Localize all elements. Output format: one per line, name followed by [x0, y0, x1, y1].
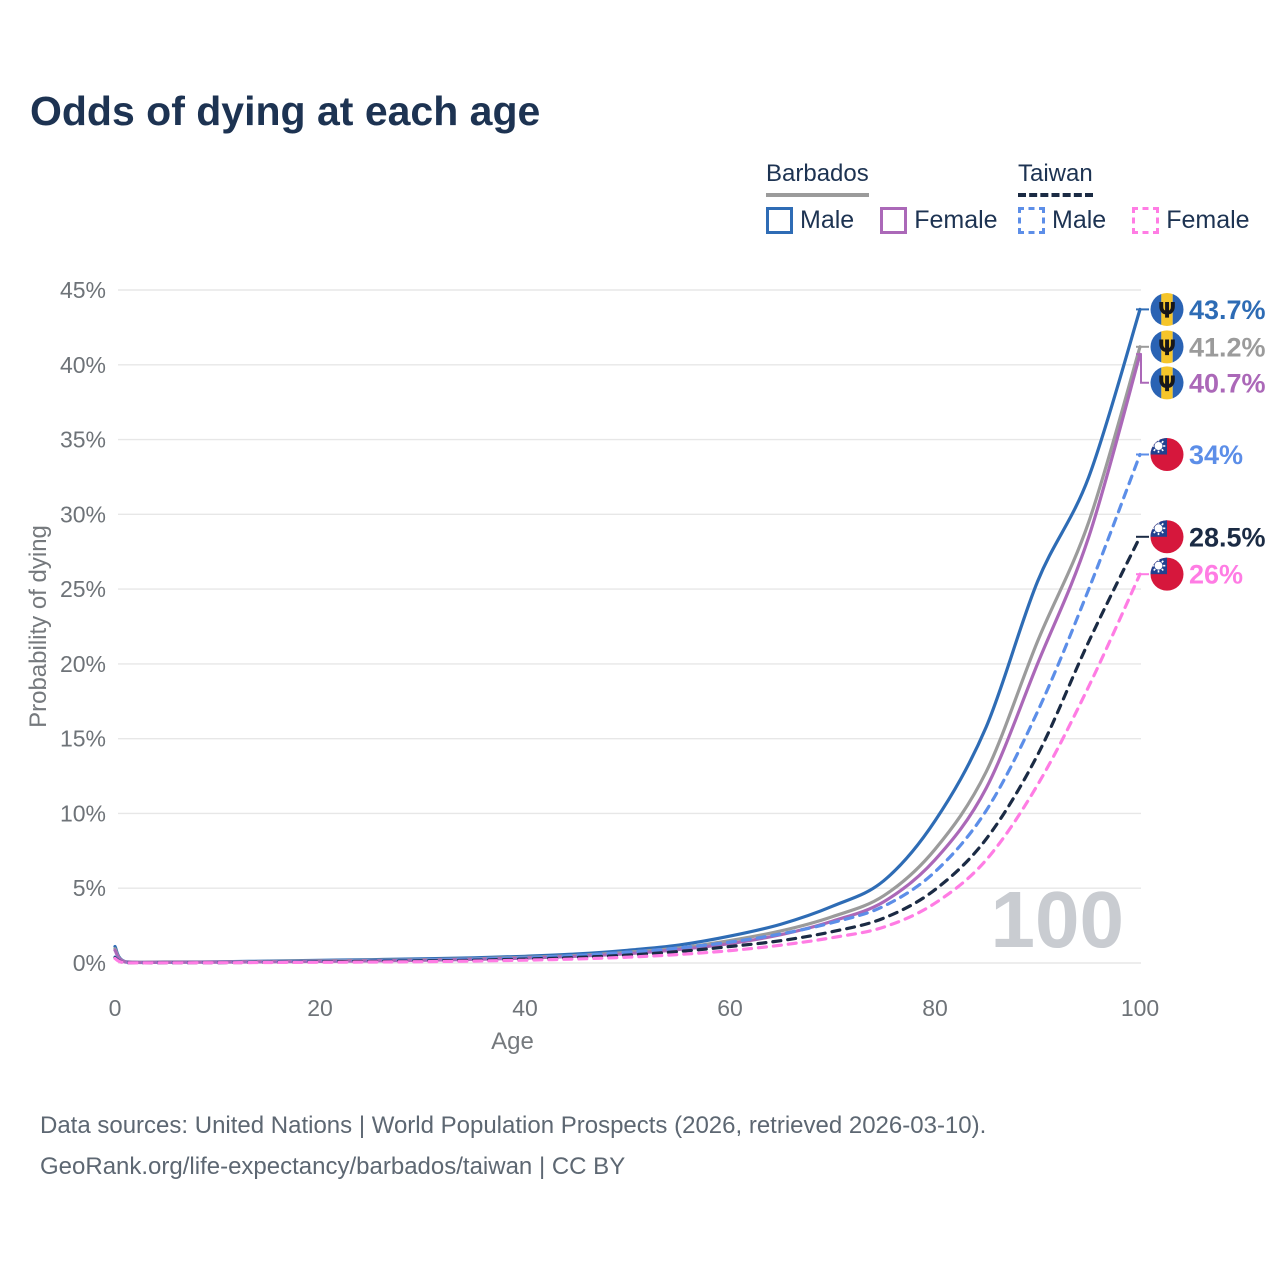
sun-ray	[1153, 448, 1156, 452]
x-tick-label-60: 60	[717, 995, 743, 1021]
sun-ray	[1153, 568, 1156, 572]
y-tick-label-35: 35%	[60, 427, 106, 453]
footer-line-1: Data sources: United Nations | World Pop…	[40, 1112, 987, 1139]
sun-disc	[1154, 442, 1163, 451]
y-tick-label-30: 30%	[60, 501, 106, 527]
sun-ray	[1161, 530, 1164, 534]
barbados-female-swatch-icon	[880, 207, 908, 234]
legend-row-barbados: Male Female	[766, 206, 998, 235]
end-value-label-taiwan-male: 34%	[1189, 440, 1243, 470]
y-axis-title: Probability of dying	[25, 525, 52, 728]
end-value-label-taiwan-female: 26%	[1189, 560, 1243, 590]
y-tick-label-25: 25%	[60, 576, 106, 602]
flag-band-mid	[1161, 330, 1173, 364]
x-tick-label-20: 20	[307, 995, 333, 1021]
y-tick-label-40: 40%	[60, 352, 106, 378]
legend-group-barbados: Barbados Male Female	[766, 160, 998, 235]
y-tick-label-0: 0%	[73, 950, 106, 976]
label-connector-barbados-female	[1136, 353, 1149, 384]
sun-ray	[1161, 522, 1164, 526]
taiwan-flag-icon	[1150, 557, 1184, 591]
sun-ray	[1153, 530, 1156, 534]
legend-row-taiwan: Male Female	[1018, 206, 1250, 235]
end-value-label-taiwan-both-sexes: 28.5%	[1189, 522, 1266, 552]
x-tick-label-0: 0	[109, 995, 122, 1021]
legend-item-barbados-female[interactable]: Female	[880, 206, 998, 235]
sun-ray	[1161, 440, 1164, 444]
legend-label: Female	[914, 206, 998, 234]
page-title: Odds of dying at each age	[30, 88, 541, 134]
y-tick-label-45: 45%	[60, 277, 106, 303]
flag-band-left	[1150, 292, 1162, 326]
age-counter-watermark: 100	[991, 875, 1124, 964]
flag-band-mid	[1161, 366, 1173, 400]
taiwan-male-swatch-icon	[1018, 207, 1045, 234]
y-tick-label-15: 15%	[60, 726, 106, 752]
flag-band-right	[1172, 292, 1184, 326]
taiwan-flag-icon	[1150, 520, 1184, 554]
end-value-label-barbados-both-sexes: 41.2%	[1189, 332, 1266, 362]
trident-glyph: Ψ	[1158, 372, 1176, 396]
legend-label: Male	[800, 206, 855, 234]
barbados-flag-icon: Ψ	[1150, 366, 1184, 400]
sun-ray	[1161, 448, 1164, 452]
sun-ray	[1153, 522, 1156, 526]
legend-item-taiwan-female[interactable]: Female	[1132, 206, 1250, 235]
flag-band-right	[1172, 330, 1184, 364]
series-line-barbados-male	[113, 307, 1142, 964]
barbados-flag-icon: Ψ	[1150, 330, 1184, 364]
sun-ray	[1161, 560, 1164, 563]
flag-band-left	[1150, 330, 1162, 364]
legend-header-taiwan: Taiwan	[1018, 160, 1093, 197]
legend-label: Female	[1166, 206, 1250, 234]
x-tick-label-80: 80	[922, 995, 948, 1021]
series-line-taiwan-both-sexes	[113, 535, 1142, 965]
barbados-male-swatch-icon	[766, 207, 793, 234]
x-axis-title: Age	[491, 1028, 534, 1055]
legend-item-barbados-male[interactable]: Male	[766, 206, 854, 235]
end-value-label-barbados-male: 43.7%	[1189, 295, 1266, 325]
y-tick-label-20: 20%	[60, 651, 106, 677]
end-value-label-barbados-female: 40.7%	[1189, 368, 1266, 398]
sun-ray	[1153, 440, 1156, 444]
flag-band-right	[1172, 366, 1184, 400]
sun-disc	[1154, 524, 1163, 533]
barbados-flag-icon: Ψ	[1150, 292, 1184, 326]
footer-line-2: GeoRank.org/life-expectancy/barbados/tai…	[40, 1153, 626, 1180]
series-line-taiwan-male	[113, 452, 1142, 965]
trident-glyph: Ψ	[1158, 336, 1176, 360]
legend-group-taiwan: Taiwan Male Female	[1018, 160, 1250, 235]
data-source-footer: Data sources: United Nations | World Pop…	[40, 1105, 986, 1187]
taiwan-flag-icon	[1150, 438, 1184, 472]
series-line-taiwan-female	[113, 572, 1142, 965]
taiwan-female-swatch-icon	[1132, 207, 1160, 234]
y-tick-label-5: 5%	[73, 875, 106, 901]
trident-glyph: Ψ	[1158, 298, 1176, 322]
legend-label: Male	[1052, 206, 1107, 234]
sun-disc	[1154, 561, 1163, 570]
sun-ray	[1153, 560, 1156, 563]
series-line-barbados-female	[113, 352, 1142, 965]
y-tick-label-10: 10%	[60, 800, 106, 826]
x-tick-label-40: 40	[512, 995, 538, 1021]
flag-band-left	[1150, 366, 1162, 400]
legend-header-barbados: Barbados	[766, 160, 869, 197]
legend-item-taiwan-male[interactable]: Male	[1018, 206, 1106, 235]
sun-ray	[1161, 568, 1164, 572]
x-tick-label-100: 100	[1121, 995, 1159, 1021]
flag-band-mid	[1161, 292, 1173, 326]
